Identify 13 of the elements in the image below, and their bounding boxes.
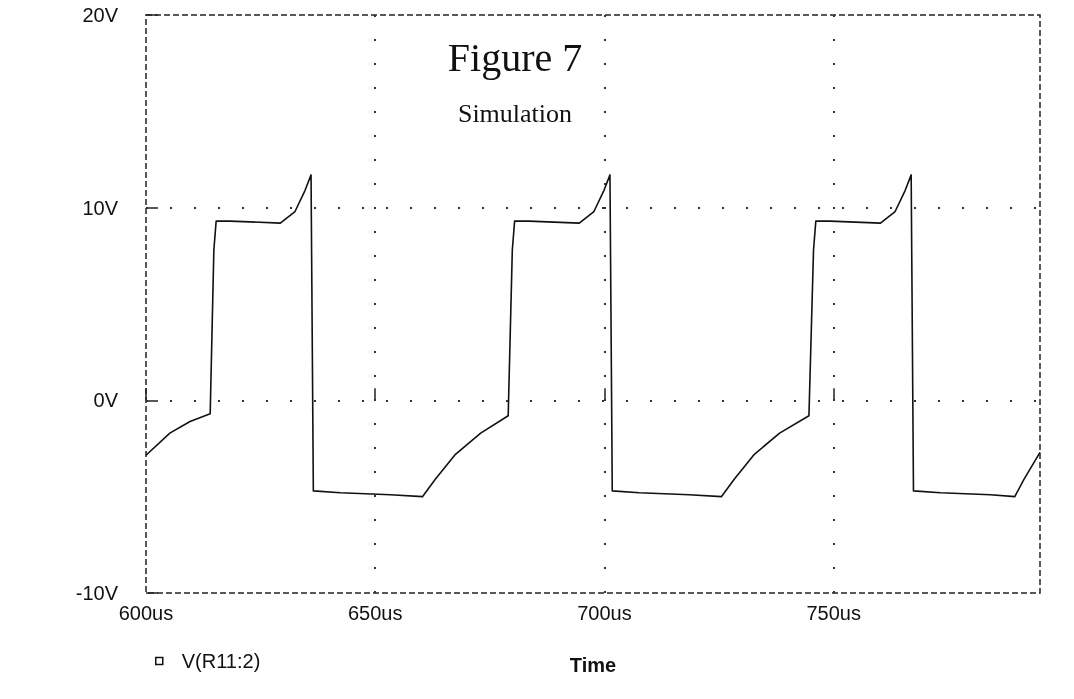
text: Simulation [457,98,573,128]
legend-label: V(R11:2) [181,650,261,672]
y-tick-label: 0V [93,389,119,412]
x-tick-label: 650us [347,602,403,624]
line-series [145,174,1041,498]
x-tick-label: 600us [118,602,174,624]
x-axis-title: Time [569,654,617,676]
y-tick-label: 10V [82,196,119,219]
x-tick-label: 750us [806,602,861,624]
x-tick-label: 700us [577,602,632,624]
text: Figure 7 [447,34,583,80]
y-tick-label: -10V [75,582,119,604]
y-tick-label: 20V [82,4,119,26]
